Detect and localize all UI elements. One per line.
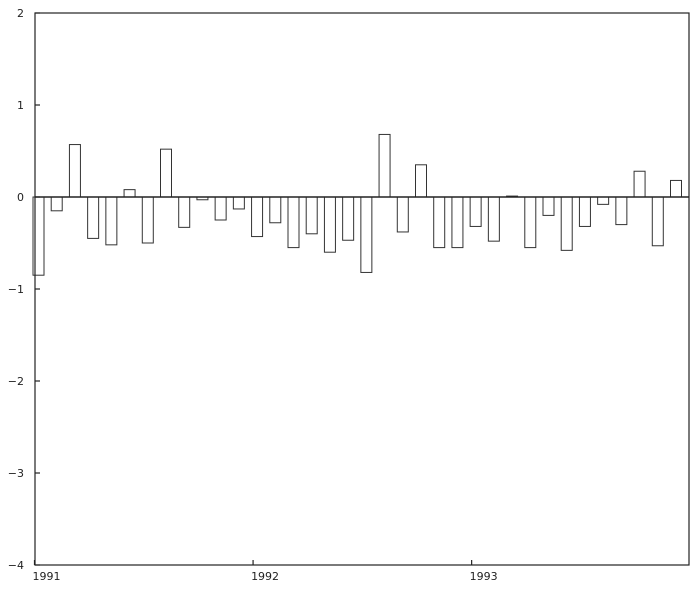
bar [542,196,555,216]
bar [360,196,373,273]
y-tick-label: 2 [17,7,24,20]
bar [524,196,537,249]
bar [415,164,427,198]
bar [615,196,628,226]
bar [160,148,172,198]
bar [323,196,336,253]
y-tick-label: −1 [8,283,24,296]
x-tick-label: 1992 [251,570,279,583]
bar [305,196,318,235]
bar [651,196,664,247]
bar [433,196,446,249]
y-tick-label: 1 [17,99,24,112]
bar [451,196,464,249]
bars-group [32,133,682,276]
bar [378,133,391,198]
bar [578,196,591,227]
bar [287,196,300,249]
x-tick-label: 1991 [33,570,61,583]
bar [487,196,500,242]
bar [633,170,646,198]
x-axis-ticks: 1991 1992 1993 [33,560,498,583]
bar [68,144,81,198]
bar [50,196,63,212]
bar [269,196,282,224]
x-tick-label: 1993 [470,570,498,583]
bar [178,196,191,228]
plot-frame [34,12,690,566]
y-axis-ticks: 2 1 0 −1 −2 −3 −4 [8,7,40,572]
bar [396,196,409,233]
bar [342,196,355,241]
bar [469,196,482,227]
bar [560,196,573,251]
y-tick-label: 0 [17,191,24,204]
y-tick-label: −2 [8,375,24,388]
bar [141,196,154,244]
bar [232,196,245,210]
y-tick-label: −3 [8,467,24,480]
bar [87,196,100,239]
bar [105,196,118,246]
bar [597,196,610,205]
bar [251,196,264,238]
y-tick-label: −4 [8,559,24,572]
bar [670,179,682,198]
bar [123,189,136,198]
bar [214,196,227,221]
